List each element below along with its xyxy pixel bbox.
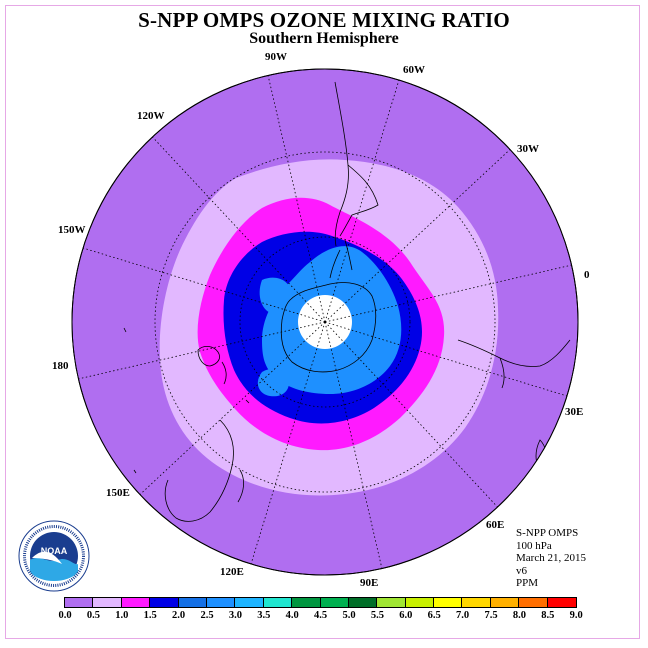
coastline-antarctica — [280, 282, 377, 373]
longitude-labels: 90W 60W 30W 0 30E 60E 90E 120E 150E 180 … — [52, 51, 590, 589]
lon-label-150e: 150E — [106, 487, 130, 499]
coastline-south-america — [334, 81, 379, 247]
noaa-logo: NOAA — [18, 520, 90, 592]
colorbar-tick-label: 8.0 — [512, 610, 526, 621]
colorbar-segment — [263, 598, 293, 607]
info-instrument: S-NPP OMPS — [516, 527, 579, 539]
colorbar-tick-label: 0.5 — [86, 610, 100, 621]
lon-label-30w: 30W — [517, 143, 539, 155]
contour-band-2-0-tongue — [259, 277, 293, 315]
colorbar-tick-label: 1.5 — [143, 610, 157, 621]
coastline-islands — [123, 327, 250, 474]
colorbar-tick-labels: 0.0 0.5 1.0 1.5 2.0 2.5 3.0 3.5 4.0 4.5 5.0 5.5 6.0 6… — [0, 610, 648, 624]
lon-label-30e: 30E — [565, 406, 583, 418]
info-units: PPM — [516, 577, 539, 589]
colorbar-tick-label: 5.0 — [342, 610, 356, 621]
colorbar-segment — [235, 598, 264, 607]
lon-label-150w: 150W — [58, 224, 86, 236]
colorbar-segment — [178, 598, 207, 607]
colorbar-tick-label: 5.5 — [370, 610, 384, 621]
colorbar-tick-label: 6.0 — [399, 610, 413, 621]
lon-label-60e: 60E — [486, 519, 504, 531]
lon-label-120e: 120E — [220, 566, 244, 578]
colorbar-tick-label: 7.5 — [484, 610, 498, 621]
coastline-antarctic-peninsula — [329, 239, 353, 279]
colorbar-segment — [65, 598, 94, 607]
colorbar-tick-label: 4.5 — [314, 610, 328, 621]
globe-outline — [71, 68, 579, 576]
lon-label-0: 0 — [584, 269, 590, 281]
colorbar-segment — [434, 598, 463, 607]
colorbar-segment — [519, 598, 548, 607]
coastline-australia — [164, 419, 244, 522]
coastlines — [123, 81, 571, 522]
colorbar-tick-label: 6.5 — [427, 610, 441, 621]
colorbar-segment — [377, 598, 406, 607]
info-block: S-NPP OMPS 100 hPa March 21, 2015 v6 PPM — [516, 527, 586, 590]
colorbar-tick-label: 7.0 — [456, 610, 470, 621]
info-level: 100 hPa — [516, 539, 552, 552]
lon-label-180: 180 — [52, 360, 69, 372]
coastline-new-zealand — [197, 346, 227, 385]
noaa-logo-text: NOAA — [41, 546, 68, 556]
colorbar-segment — [490, 598, 520, 607]
lon-label-120w: 120W — [137, 110, 165, 122]
colorbar-segment — [348, 598, 378, 607]
graticule — [78, 75, 572, 569]
colorbar-tick-label: 1.0 — [115, 610, 129, 621]
colorbar-segment — [121, 598, 151, 607]
colorbar-segment — [292, 598, 321, 607]
colorbar-tick-label: 2.5 — [200, 610, 214, 621]
colorbar-tick-label: 0.0 — [58, 610, 72, 621]
colorbar-tick-label: 9.0 — [569, 610, 583, 621]
colorbar-segment — [150, 598, 179, 607]
colorbar-segment — [405, 598, 435, 607]
colorbar-tick-label: 3.5 — [257, 610, 271, 621]
colorbar-tick-label: 4.0 — [285, 610, 299, 621]
coastline-africa — [457, 339, 571, 389]
colorbar-segment — [93, 598, 122, 607]
colorbar-tick-label: 8.5 — [541, 610, 555, 621]
info-version: v6 — [516, 564, 527, 577]
colorbar-tick-label: 3.0 — [228, 610, 242, 621]
lon-label-90e: 90E — [360, 577, 378, 589]
map-subtitle: Southern Hemisphere — [249, 30, 399, 47]
contour-band-2-0-lobe — [257, 368, 289, 397]
colorbar-segment — [462, 598, 491, 607]
figure-frame — [5, 5, 640, 639]
colorbar-segment — [547, 598, 577, 607]
latitude-circle-60 — [239, 236, 411, 408]
info-date: March 21, 2015 — [516, 552, 586, 564]
colorbar-segment — [320, 598, 349, 607]
colorbar — [64, 597, 578, 608]
map-title: S-NPP OMPS OZONE MIXING RATIO — [138, 8, 510, 32]
colorbar-segment — [206, 598, 236, 607]
ozone-contours — [159, 159, 499, 496]
lon-label-60w: 60W — [403, 64, 425, 76]
latitude-circle-30 — [154, 151, 496, 493]
colorbar-tick-label: 2.0 — [172, 610, 186, 621]
lon-label-90w: 90W — [265, 51, 287, 63]
